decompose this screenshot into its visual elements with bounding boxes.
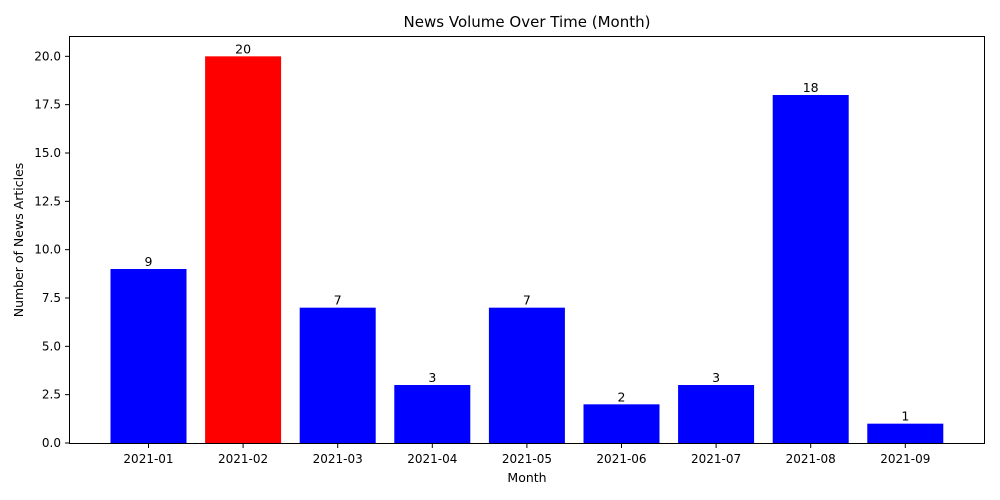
bar <box>488 307 565 443</box>
x-tick-label: 2021-05 <box>502 452 552 466</box>
x-tick-label: 2021-04 <box>407 452 457 466</box>
x-axis-label: Month <box>507 470 546 485</box>
x-tick-label: 2021-01 <box>123 452 173 466</box>
bar <box>299 307 376 443</box>
x-tick-label: 2021-06 <box>596 452 646 466</box>
y-tick-label: 10.0 <box>34 243 61 257</box>
y-tick-label: 15.0 <box>34 146 61 160</box>
chart-title: News Volume Over Time (Month) <box>404 13 651 31</box>
bar-value-label: 18 <box>803 80 819 95</box>
y-tick-label: 0.0 <box>42 436 61 450</box>
x-tick-label: 2021-07 <box>691 452 741 466</box>
bar-value-label: 9 <box>145 254 153 269</box>
x-tick-label: 2021-08 <box>786 452 836 466</box>
bar-value-label: 3 <box>712 370 720 385</box>
bar-value-label: 2 <box>618 389 626 404</box>
x-tick-label: 2021-02 <box>218 452 268 466</box>
y-tick-label: 7.5 <box>42 291 61 305</box>
bar <box>867 423 944 443</box>
bar-value-label: 20 <box>235 41 251 56</box>
plot-area: 9 20 7 3 7 2 3 18 1 <box>110 41 944 443</box>
bar <box>110 269 187 443</box>
bar <box>772 95 849 443</box>
bar-value-label: 3 <box>428 370 436 385</box>
y-tick-label: 5.0 <box>42 339 61 353</box>
y-tick-label: 2.5 <box>42 388 61 402</box>
y-axis-label: Number of News Articles <box>11 163 26 318</box>
bar-value-label: 1 <box>901 409 909 424</box>
x-tick-label: 2021-09 <box>880 452 930 466</box>
bar <box>394 385 471 443</box>
bar-value-label: 7 <box>334 293 342 308</box>
bar <box>583 404 660 443</box>
x-tick-label: 2021-03 <box>313 452 363 466</box>
bar <box>678 385 755 443</box>
bar-value-label: 7 <box>523 293 531 308</box>
y-tick-label: 20.0 <box>34 49 61 63</box>
y-tick-label: 12.5 <box>34 194 61 208</box>
bar <box>205 56 282 443</box>
y-tick-label: 17.5 <box>34 98 61 112</box>
